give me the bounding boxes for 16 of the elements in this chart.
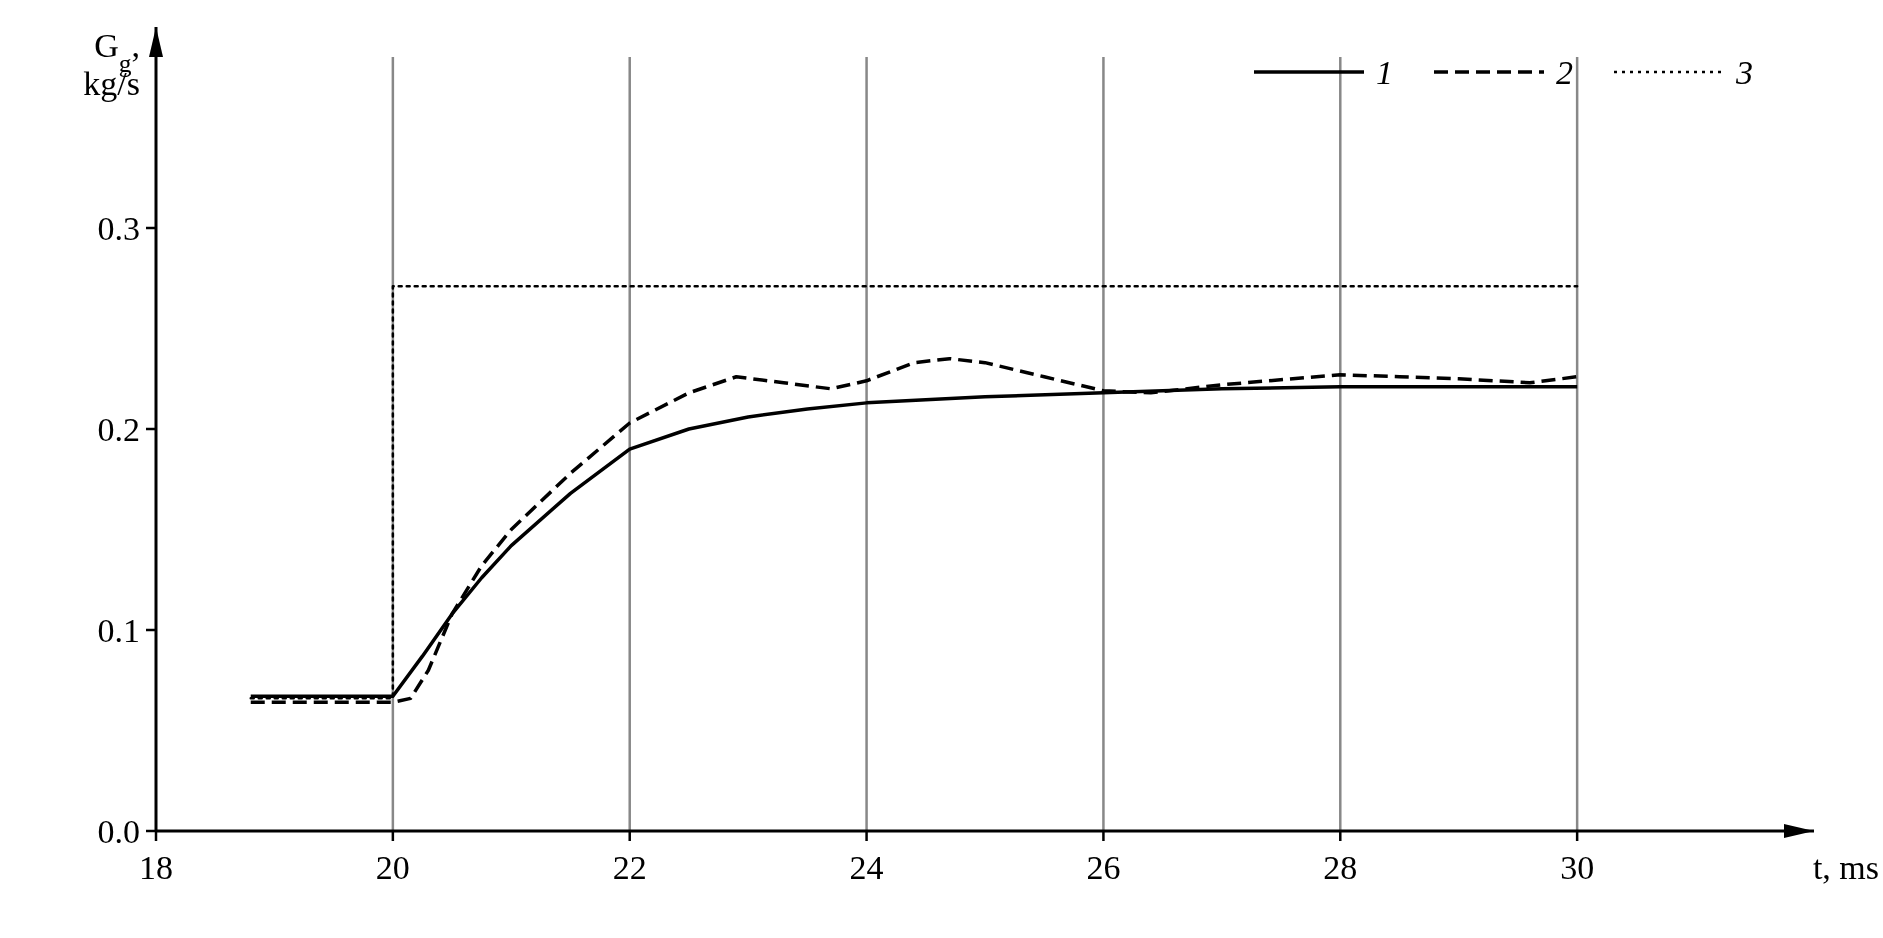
x-tick-label: 22 [612, 849, 647, 886]
y-tick-label: 0.3 [97, 209, 140, 247]
x-tick-label: 30 [1560, 849, 1595, 886]
x-axis-title: t, ms [1812, 849, 1879, 886]
x-tick-label: 24 [849, 849, 884, 886]
legend-label: 3 [1735, 53, 1753, 91]
x-tick-label: 20 [375, 849, 410, 886]
y-tick-label: 0.0 [97, 812, 140, 850]
y-tick-label: 0.2 [97, 410, 140, 448]
legend-label: 1 [1376, 53, 1393, 91]
legend-label: 2 [1556, 53, 1573, 91]
x-tick-label: 26 [1086, 849, 1121, 886]
y-tick-label: 0.1 [97, 611, 140, 649]
y-axis-title: G$_{g}$, kg/s [83, 27, 140, 102]
x-tick-label: 28 [1323, 849, 1358, 886]
x-tick-label: 18 [139, 849, 173, 886]
